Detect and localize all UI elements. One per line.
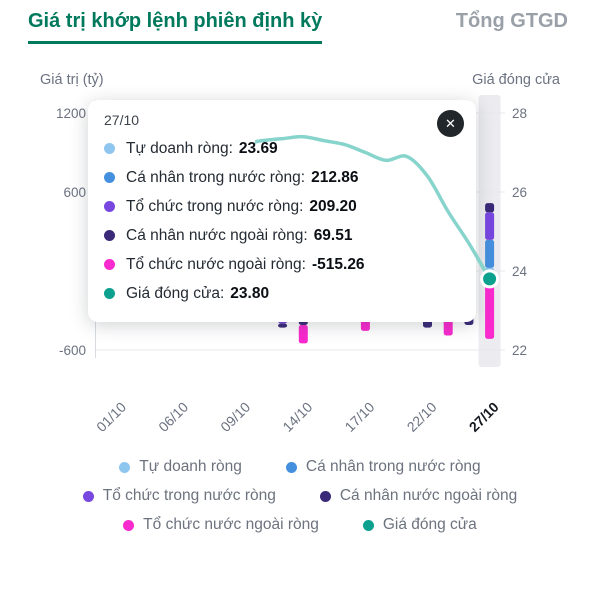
tooltip-row-label: Cá nhân nước ngoài ròng: <box>126 226 308 244</box>
svg-text:09/10: 09/10 <box>217 399 253 435</box>
svg-text:26: 26 <box>512 185 527 200</box>
tooltip-row-value: -515.26 <box>311 255 365 273</box>
series-color-dot <box>104 143 115 154</box>
legend-label: Giá đóng cửa <box>382 516 477 533</box>
legend-color-dot <box>285 461 297 473</box>
tooltip-close-button[interactable]: ✕ <box>437 110 464 137</box>
tooltip-row-label: Giá đóng cửa: <box>126 284 225 302</box>
chart-legend: Tự doanh ròng Cá nhân trong nước ròng Tổ… <box>0 458 600 545</box>
left-axis-title: Giá trị (tỷ) <box>40 72 104 88</box>
legend-item-ca-nhan-trong-nuoc[interactable]: Cá nhân trong nước ròng <box>285 458 481 476</box>
series-color-dot <box>104 201 115 212</box>
chart-tooltip: 27/10 ✕ Tự doanh ròng: 23.69 Cá nhân tro… <box>88 100 476 322</box>
tab-matched-value[interactable]: Giá trị khớp lệnh phiên định kỳ <box>28 10 323 44</box>
tooltip-date: 27/10 <box>104 112 140 128</box>
svg-text:27/10: 27/10 <box>466 399 502 435</box>
tooltip-row-label: Tự doanh ròng: <box>126 139 233 157</box>
tooltip-row-value: 69.51 <box>313 226 353 244</box>
tab-total-gtgd[interactable]: Tổng GTGD <box>455 10 568 32</box>
legend-item-ca-nhan-nuoc-ngoai[interactable]: Cá nhân nước ngoài ròng <box>319 487 518 505</box>
tooltip-row-value: 212.86 <box>311 168 359 186</box>
legend-color-dot <box>362 519 374 531</box>
tooltip-header: 27/10 <box>104 112 460 134</box>
svg-text:22: 22 <box>512 343 527 358</box>
legend-label: Cá nhân trong nước ròng <box>305 458 481 475</box>
legend-row: Tự doanh ròng Cá nhân trong nước ròng <box>0 458 600 476</box>
tab-bar: Giá trị khớp lệnh phiên định kỳ Tổng GTG… <box>0 0 600 44</box>
svg-text:22/10: 22/10 <box>404 399 440 435</box>
legend-color-dot <box>319 490 331 502</box>
svg-text:24: 24 <box>512 264 528 279</box>
svg-text:17/10: 17/10 <box>341 399 377 435</box>
svg-text:14/10: 14/10 <box>279 399 315 435</box>
svg-text:-600: -600 <box>59 343 86 358</box>
tooltip-row: Tổ chức trong nước ròng: 209.20 <box>104 192 460 221</box>
svg-text:600: 600 <box>63 185 86 200</box>
tooltip-row: Cá nhân nước ngoài ròng: 69.51 <box>104 221 460 250</box>
legend-label: Tổ chức nước ngoài ròng <box>143 516 319 533</box>
right-axis-title: Giá đóng cửa <box>472 72 560 88</box>
tooltip-row-value: 209.20 <box>309 197 357 215</box>
legend-item-gia-dong-cua[interactable]: Giá đóng cửa <box>362 516 477 534</box>
legend-color-dot <box>119 461 131 473</box>
tooltip-row-label: Tổ chức trong nước ròng: <box>126 197 304 215</box>
series-color-dot <box>104 172 115 183</box>
tooltip-row: Giá đóng cửa: 23.80 <box>104 279 460 308</box>
legend-color-dot <box>123 519 135 531</box>
legend-label: Tự doanh ròng <box>139 458 242 475</box>
legend-label: Cá nhân nước ngoài ròng <box>339 487 518 504</box>
tooltip-row: Tự doanh ròng: 23.69 <box>104 134 460 163</box>
series-color-dot <box>104 230 115 241</box>
close-icon: ✕ <box>445 116 456 131</box>
tooltip-row-label: Cá nhân trong nước ròng: <box>126 168 306 186</box>
tooltip-row-value: 23.69 <box>238 139 278 157</box>
legend-item-to-chuc-nuoc-ngoai[interactable]: Tổ chức nước ngoài ròng <box>123 516 319 534</box>
tooltip-row: Tổ chức nước ngoài ròng: -515.26 <box>104 250 460 279</box>
legend-label: Tổ chức trong nước ròng <box>102 487 276 504</box>
series-color-dot <box>104 259 115 270</box>
series-color-dot <box>104 288 115 299</box>
tooltip-row: Cá nhân trong nước ròng: 212.86 <box>104 163 460 192</box>
svg-text:06/10: 06/10 <box>155 399 191 435</box>
legend-item-tu-doanh[interactable]: Tự doanh ròng <box>119 458 242 476</box>
svg-text:01/10: 01/10 <box>93 399 129 435</box>
legend-row: Tổ chức trong nước ròng Cá nhân nước ngo… <box>0 487 600 505</box>
legend-item-to-chuc-trong-nuoc[interactable]: Tổ chức trong nước ròng <box>82 487 276 505</box>
tooltip-row-label: Tổ chức nước ngoài ròng: <box>126 255 306 273</box>
svg-text:1200: 1200 <box>56 106 86 121</box>
legend-row: Tổ chức nước ngoài ròng Giá đóng cửa <box>0 516 600 534</box>
legend-color-dot <box>82 490 94 502</box>
svg-text:28: 28 <box>512 106 527 121</box>
tooltip-row-value: 23.80 <box>230 284 270 302</box>
